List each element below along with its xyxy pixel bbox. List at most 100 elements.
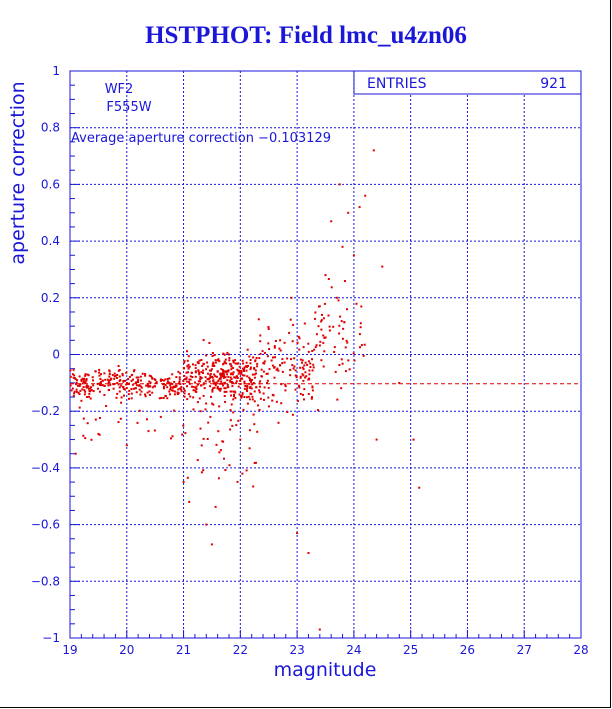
data-point — [251, 373, 254, 376]
data-point — [299, 375, 302, 378]
data-point — [134, 381, 137, 384]
data-point — [113, 377, 116, 380]
data-point — [173, 380, 176, 383]
data-point — [308, 369, 311, 372]
data-point — [249, 368, 252, 371]
data-point — [248, 447, 251, 450]
data-point — [243, 374, 246, 377]
data-point — [250, 393, 253, 395]
data-point — [169, 386, 172, 389]
data-point — [195, 391, 198, 393]
data-point — [204, 408, 207, 411]
data-point — [121, 372, 124, 375]
data-point — [286, 357, 289, 360]
data-point — [237, 369, 240, 372]
data-point — [214, 384, 217, 387]
data-point — [301, 361, 303, 364]
data-point — [347, 359, 350, 362]
data-point — [256, 430, 259, 433]
data-point — [229, 390, 232, 393]
data-point — [263, 398, 265, 401]
data-point — [223, 360, 226, 363]
data-point — [232, 361, 235, 364]
data-point — [248, 398, 251, 401]
data-point — [74, 378, 77, 380]
data-point — [186, 385, 188, 388]
data-point — [82, 417, 85, 420]
data-point — [82, 381, 85, 383]
data-point — [343, 280, 346, 282]
data-point — [216, 359, 219, 362]
data-point — [108, 375, 111, 378]
data-point — [92, 384, 95, 387]
data-point — [73, 390, 76, 393]
data-point — [258, 391, 261, 394]
data-point — [194, 381, 196, 384]
data-point — [218, 405, 221, 408]
data-point — [259, 334, 262, 337]
data-point — [302, 393, 304, 396]
data-point — [246, 375, 249, 378]
data-point — [179, 383, 182, 386]
data-point — [327, 314, 330, 317]
data-point — [99, 384, 101, 386]
stats-entries-value: 921 — [540, 76, 567, 92]
data-point — [109, 377, 112, 380]
data-point — [268, 368, 271, 371]
data-point — [108, 381, 111, 384]
data-point — [174, 390, 177, 393]
data-point — [228, 353, 230, 356]
data-point — [173, 409, 176, 412]
data-point — [135, 391, 138, 394]
x-axis-label: magnitude — [274, 659, 377, 681]
data-point — [307, 393, 310, 395]
data-point — [307, 552, 310, 554]
data-point — [299, 358, 302, 361]
data-point — [164, 395, 167, 397]
data-point — [98, 371, 101, 374]
data-point — [148, 374, 151, 377]
data-point — [119, 417, 122, 420]
data-point — [148, 380, 151, 383]
data-point — [253, 400, 256, 403]
data-point — [314, 346, 317, 349]
data-point — [281, 358, 284, 361]
data-point — [257, 404, 259, 407]
data-point — [109, 383, 112, 386]
data-point — [271, 364, 274, 367]
data-point — [214, 375, 217, 378]
data-point — [333, 346, 336, 349]
data-point — [222, 376, 225, 379]
data-point — [412, 438, 415, 441]
data-point — [169, 388, 172, 391]
data-point — [341, 362, 344, 365]
data-point — [108, 389, 111, 392]
data-point — [312, 366, 315, 369]
data-point — [180, 386, 183, 389]
data-point — [183, 360, 186, 363]
data-point — [363, 343, 366, 346]
data-point — [243, 396, 246, 398]
camera-label: WF2 — [105, 82, 134, 97]
data-point — [291, 364, 294, 367]
data-point — [258, 357, 261, 360]
data-point — [353, 359, 356, 362]
data-point — [344, 346, 347, 349]
data-point — [253, 373, 256, 376]
data-point — [338, 183, 341, 186]
data-point — [217, 477, 220, 480]
data-point — [311, 389, 314, 392]
data-point — [240, 394, 243, 397]
data-point — [205, 402, 208, 405]
data-point — [211, 352, 214, 354]
data-point — [252, 413, 255, 416]
data-point — [155, 381, 158, 384]
y-tick-label: 0.6 — [41, 177, 60, 191]
data-point — [91, 376, 94, 379]
data-point — [359, 326, 362, 329]
data-point — [221, 440, 224, 443]
data-point — [183, 361, 186, 364]
data-point — [234, 376, 237, 379]
data-point — [180, 390, 183, 393]
